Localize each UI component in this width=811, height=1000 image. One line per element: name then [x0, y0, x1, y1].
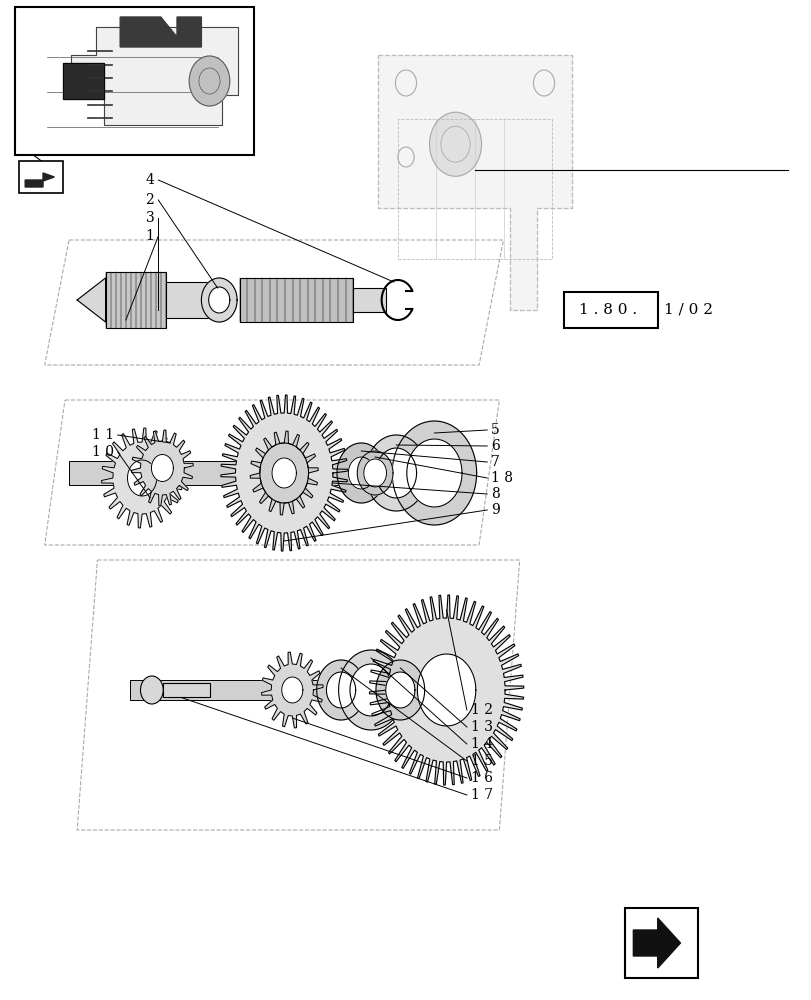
Bar	[19, 12, 250, 150]
Polygon shape	[633, 918, 680, 968]
Text: 1 7: 1 7	[470, 788, 492, 802]
Polygon shape	[25, 173, 54, 187]
Polygon shape	[338, 650, 403, 730]
Text: 1 8: 1 8	[491, 471, 513, 485]
Polygon shape	[63, 63, 104, 99]
Polygon shape	[375, 448, 416, 498]
Text: 2: 2	[145, 193, 154, 207]
Bar	[19, 161, 63, 193]
Text: 8: 8	[491, 487, 500, 501]
Bar	[624, 908, 697, 978]
Bar	[130, 680, 470, 700]
Polygon shape	[77, 278, 105, 322]
Text: 1 6: 1 6	[470, 771, 492, 785]
Bar	[15, 7, 254, 155]
Polygon shape	[337, 443, 384, 503]
Polygon shape	[272, 458, 296, 488]
Text: 1 / 0 2: 1 / 0 2	[663, 303, 712, 317]
Text: 6: 6	[491, 439, 500, 453]
Bar	[564, 292, 657, 328]
Polygon shape	[250, 431, 318, 515]
Text: 4: 4	[145, 173, 154, 187]
Polygon shape	[326, 672, 355, 708]
Text: 1 1: 1 1	[92, 428, 114, 442]
Text: 1 0: 1 0	[92, 445, 114, 459]
Text: 1 . 8 0 .: 1 . 8 0 .	[578, 303, 637, 317]
Polygon shape	[377, 55, 572, 310]
Text: 1 5: 1 5	[470, 754, 492, 768]
Polygon shape	[363, 459, 386, 487]
Text: 1: 1	[145, 229, 154, 243]
Bar	[163, 683, 210, 697]
Text: 5: 5	[491, 423, 500, 437]
Polygon shape	[260, 443, 308, 503]
Polygon shape	[385, 672, 414, 708]
Text: 1 4: 1 4	[470, 737, 492, 751]
Polygon shape	[348, 457, 373, 489]
Polygon shape	[392, 421, 476, 525]
Polygon shape	[127, 460, 157, 496]
Circle shape	[189, 56, 230, 106]
Polygon shape	[201, 278, 237, 322]
Polygon shape	[375, 660, 424, 720]
Polygon shape	[316, 660, 365, 720]
Polygon shape	[365, 435, 427, 511]
Polygon shape	[131, 430, 193, 506]
Polygon shape	[71, 27, 238, 125]
Text: 7: 7	[491, 455, 500, 469]
Text: 1 3: 1 3	[470, 720, 492, 734]
Polygon shape	[101, 428, 182, 528]
Bar	[239, 278, 353, 322]
Polygon shape	[417, 654, 475, 726]
Polygon shape	[369, 595, 523, 785]
Polygon shape	[221, 395, 347, 551]
Bar	[397, 119, 551, 259]
Bar	[105, 272, 166, 328]
Text: 1 2: 1 2	[470, 703, 492, 717]
Bar	[353, 288, 385, 312]
Polygon shape	[208, 287, 230, 313]
Polygon shape	[406, 439, 461, 507]
Circle shape	[429, 112, 481, 176]
Polygon shape	[120, 17, 201, 47]
Bar	[166, 282, 211, 318]
Polygon shape	[357, 451, 393, 495]
Bar	[69, 461, 466, 485]
Text: 3: 3	[145, 211, 154, 225]
Polygon shape	[281, 677, 303, 703]
Text: 9: 9	[491, 503, 500, 517]
Polygon shape	[350, 664, 392, 716]
Circle shape	[140, 676, 163, 704]
Polygon shape	[152, 455, 174, 481]
Polygon shape	[261, 652, 323, 728]
